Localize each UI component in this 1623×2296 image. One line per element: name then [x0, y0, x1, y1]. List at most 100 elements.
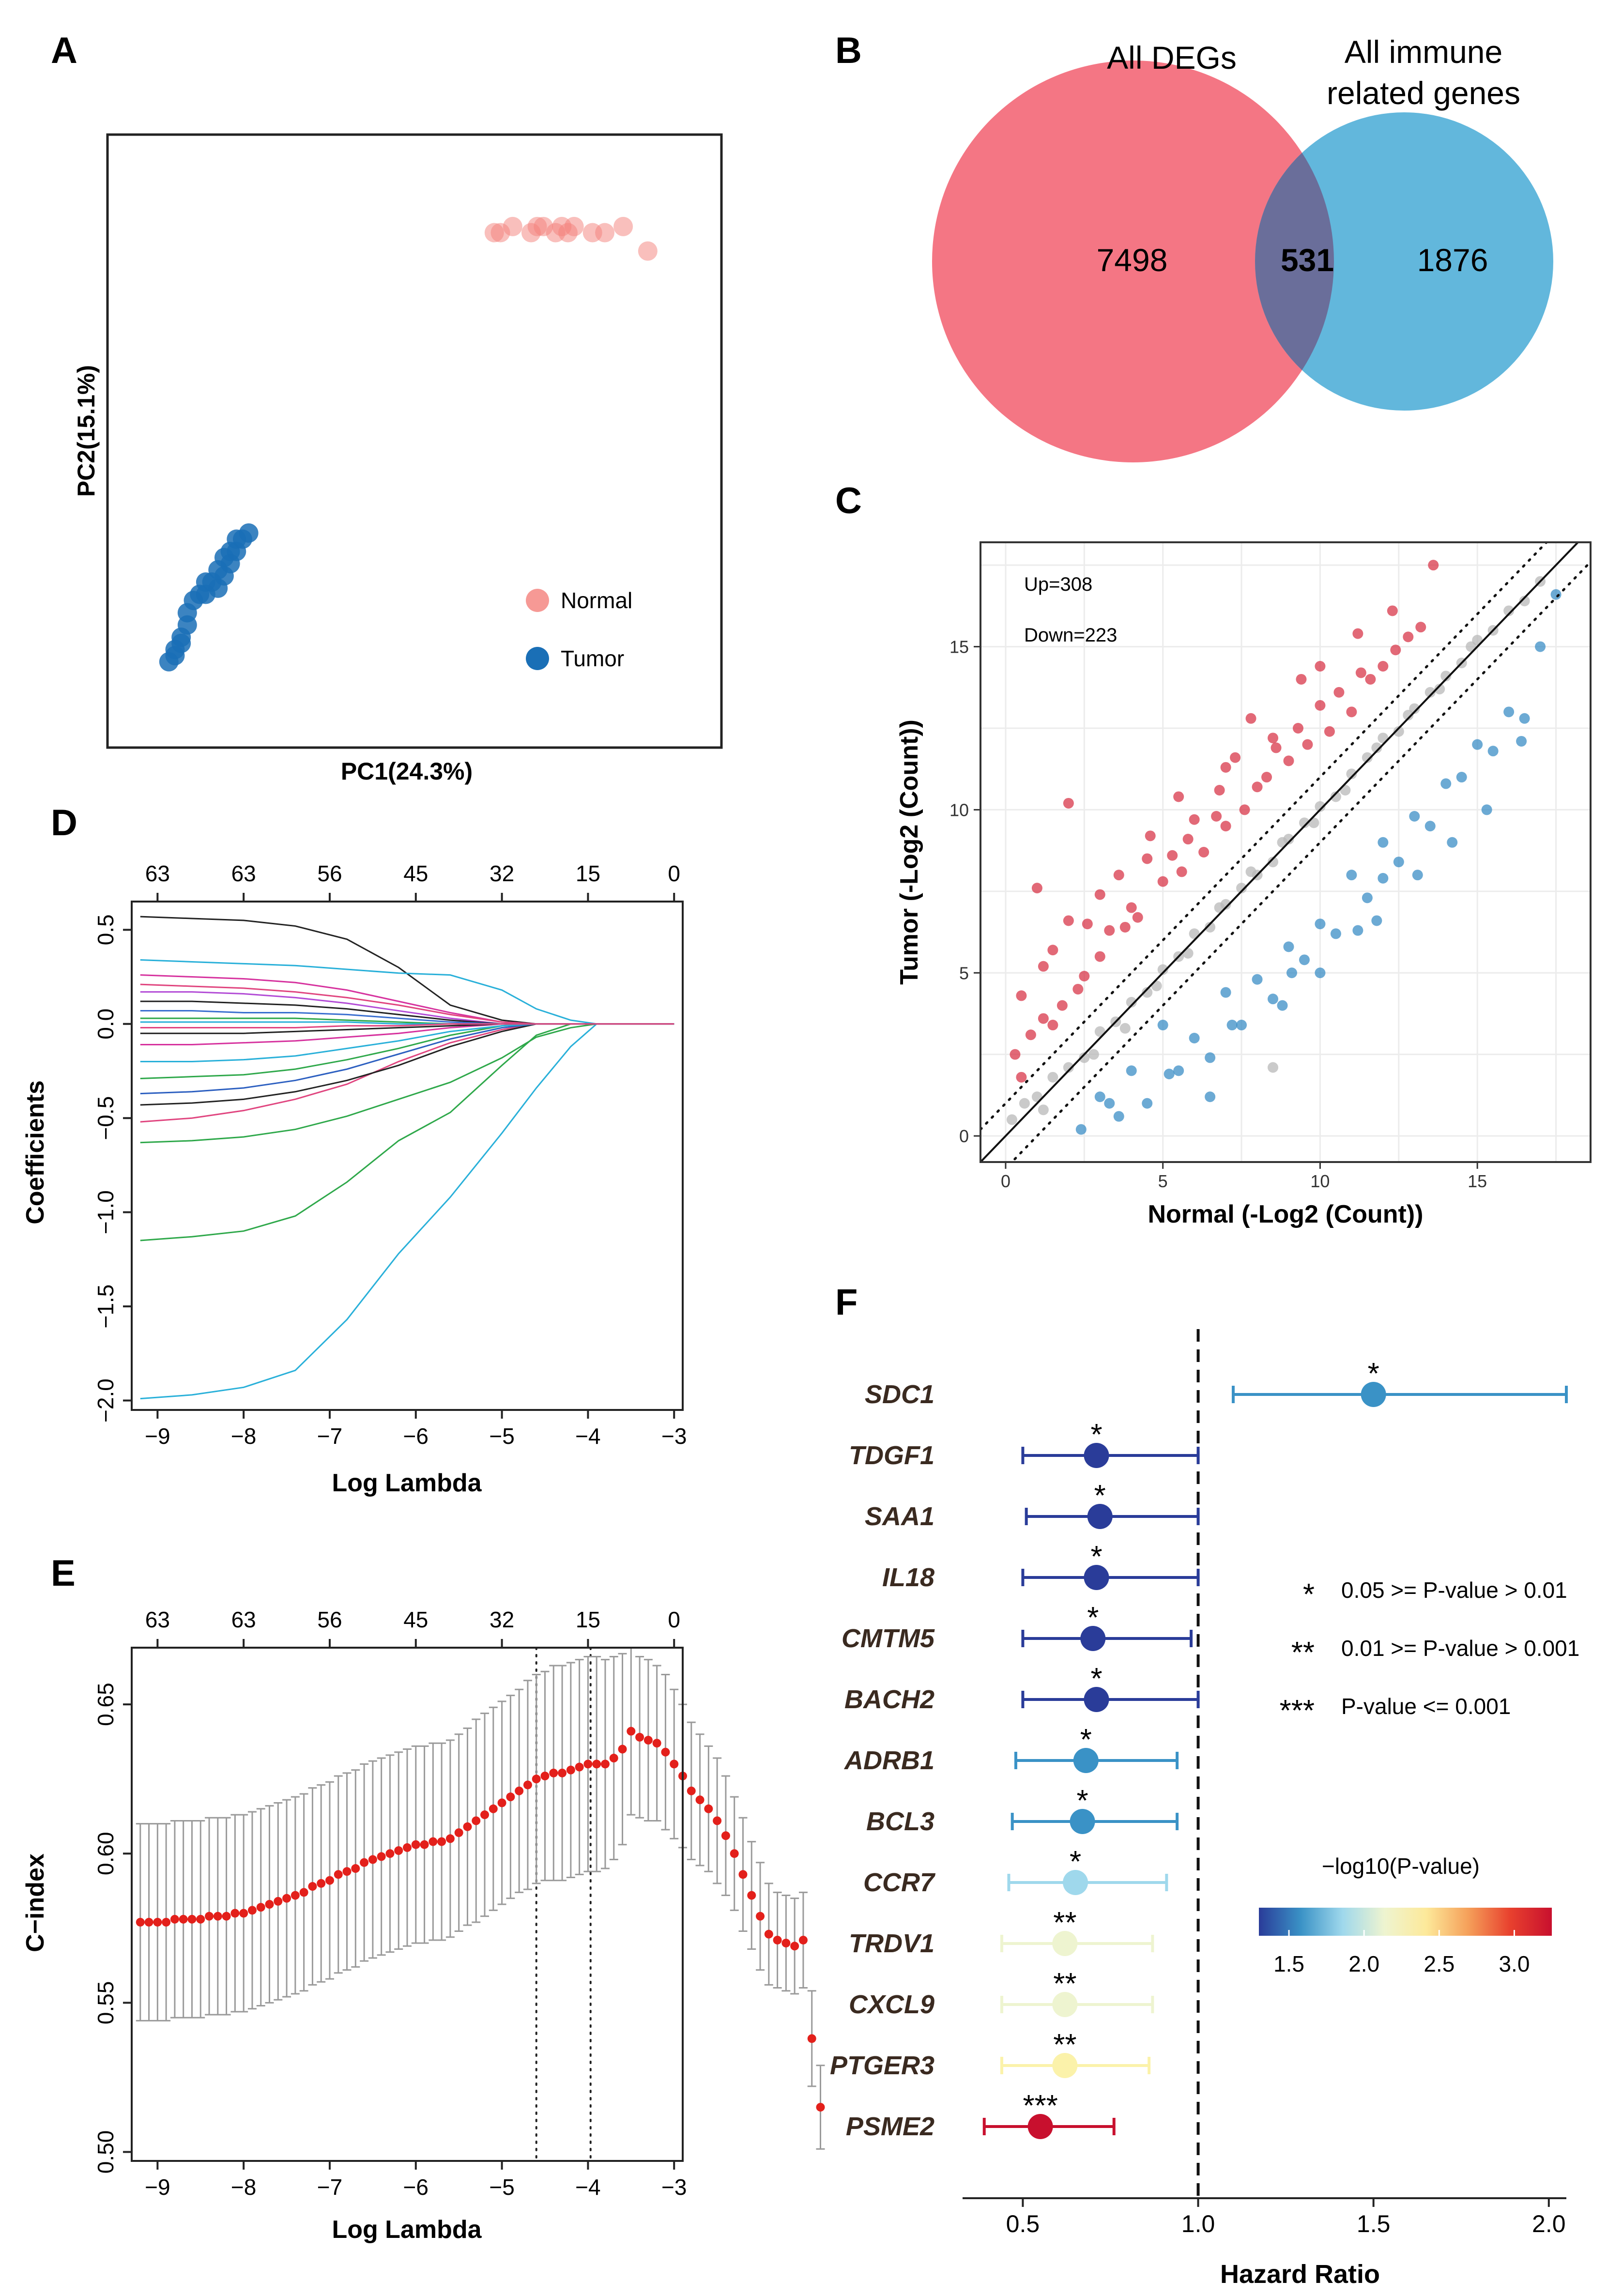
- top-tick-label: 15: [576, 1607, 600, 1632]
- legend-stars: ***: [1280, 1694, 1315, 1728]
- x-tick-label: −3: [661, 1424, 687, 1449]
- down-gene-point: [1440, 778, 1452, 789]
- lasso-ticks: −9 −8 −7 −6 −5 −4 −3 63 63 56 45 32 15 0 −2.0 −1.5 −1.0 −…: [93, 861, 687, 1449]
- up-gene-point: [1324, 726, 1335, 737]
- cindex-point: [515, 1786, 524, 1795]
- legend-normal-label: Normal: [561, 588, 632, 613]
- up-gene-point: [1261, 772, 1272, 783]
- venn-intersection: [1255, 153, 1334, 370]
- ns-gene-point: [1403, 710, 1414, 721]
- cindex-point: [205, 1912, 214, 1921]
- y-tick-label: 0.50: [93, 2130, 118, 2174]
- significance-stars: *: [1368, 1357, 1379, 1391]
- cindex-points: [136, 1727, 825, 2112]
- up-gene-point: [1016, 990, 1027, 1001]
- ns-gene-point: [1503, 605, 1515, 616]
- pca-y-label: PC2(15.1%): [73, 365, 100, 497]
- up-gene-point: [1333, 687, 1345, 698]
- ns-gene-point: [1299, 817, 1310, 828]
- x-tick-label: 10: [1310, 1171, 1330, 1191]
- up-gene-point: [1252, 781, 1263, 793]
- down-gene-point: [1378, 837, 1389, 848]
- significance-stars: **: [1053, 2028, 1076, 2062]
- up-gene-point: [1296, 673, 1307, 685]
- cindex-point: [230, 1909, 240, 1918]
- cindex-point: [747, 1891, 756, 1900]
- cindex-point: [445, 1834, 455, 1843]
- venn-circle-all-degs: [932, 61, 1334, 462]
- ns-gene-point: [1119, 1023, 1131, 1034]
- x-tick-label: −5: [489, 2174, 514, 2200]
- up-gene-point: [1214, 785, 1225, 796]
- up-gene-point: [1126, 902, 1137, 913]
- cindex-point: [506, 1792, 515, 1802]
- up-gene-point: [1047, 1020, 1058, 1031]
- coefficient-path: [140, 974, 674, 1025]
- down-gene-point: [1268, 994, 1279, 1005]
- up-gene-point: [1220, 762, 1231, 773]
- cindex-point: [222, 1912, 231, 1921]
- cindex-point: [153, 1917, 162, 1927]
- cindex-point: [385, 1849, 395, 1858]
- down-gene-point: [1226, 1020, 1238, 1031]
- normal-sample-point: [503, 216, 522, 236]
- significance-stars: *: [1090, 1540, 1102, 1574]
- top-tick-label: 32: [490, 861, 514, 886]
- cindex-x-label: Log Lambda: [332, 2216, 482, 2244]
- top-tick-label: 56: [317, 1607, 342, 1632]
- cindex-point: [583, 1760, 593, 1769]
- ns-gene-point: [1440, 671, 1452, 682]
- cindex-point: [480, 1810, 490, 1820]
- colorbar-title: −log10(P-value): [1322, 1853, 1480, 1879]
- gene-label: SAA1: [865, 1502, 934, 1531]
- up-gene-point: [1403, 631, 1414, 643]
- top-tick-label: 0: [668, 1607, 680, 1632]
- x-tick-label: −4: [575, 2174, 600, 2200]
- ns-gene-point: [1088, 1049, 1099, 1060]
- cindex-point: [695, 1795, 704, 1805]
- cindex-point: [627, 1727, 636, 1736]
- up-gene-point: [1038, 1013, 1049, 1024]
- down-gene-point: [1371, 915, 1382, 926]
- down-gene-point: [1113, 1111, 1124, 1122]
- up-gene-point: [1220, 821, 1231, 832]
- x-tick-label: 0.5: [1006, 2210, 1040, 2237]
- down-gene-point: [1352, 925, 1363, 936]
- ns-gene-point: [1362, 752, 1373, 763]
- up-gene-point: [1283, 755, 1294, 766]
- panel-f: SDC1 * TDGF1 * SAA1 * IL18 * CMTM5 * BACH2 * ADRB1 * B…: [830, 1329, 1579, 2289]
- hazard-ratio-point: [1073, 1748, 1099, 1773]
- down-gene-point: [1362, 892, 1373, 903]
- cindex-point: [523, 1780, 532, 1790]
- x-tick-label: 0: [1001, 1171, 1011, 1191]
- forest-rows: SDC1 * TDGF1 * SAA1 * IL18 * CMTM5 * BACH2 * ADRB1 * B…: [830, 1357, 1568, 2141]
- legend-threshold-text: P-value <= 0.001: [1341, 1694, 1511, 1719]
- cindex-point: [144, 1917, 153, 1927]
- gene-label: CXCL9: [849, 1990, 934, 2019]
- colorbar-tick-label: 3.0: [1499, 1951, 1530, 1976]
- cindex-point: [308, 1882, 317, 1891]
- x-tick-label: 1.5: [1357, 2210, 1391, 2237]
- panel-e: −9 −8 −7 −6 −5 −4 −3 63 63 56 45 32 15 0 0.50 0.55 0.60 0…: [21, 1607, 825, 2244]
- cindex-point: [618, 1745, 627, 1754]
- up-gene-point: [1176, 866, 1187, 877]
- lasso-plot-frame: [131, 901, 684, 1411]
- cindex-point: [325, 1876, 334, 1885]
- venn-label-all-degs: All DEGs: [1107, 40, 1237, 76]
- coefficient-path: [140, 1023, 674, 1144]
- panel-c: 0 5 10 15 0 5 10 15 Up=308 Down=223 Normal (-Lo…: [895, 541, 1592, 1228]
- top-tick-label: 56: [317, 861, 342, 886]
- up-gene-point: [1378, 661, 1389, 672]
- y-tick-label: 0.55: [93, 1981, 118, 2025]
- gene-label: SDC1: [865, 1380, 934, 1409]
- cindex-point: [472, 1816, 481, 1825]
- cindex-point: [170, 1914, 179, 1924]
- down-gene-point: [1299, 954, 1310, 965]
- lower-fold-line: [1010, 560, 1591, 1162]
- ns-gene-point: [1346, 768, 1357, 780]
- cindex-point: [738, 1870, 748, 1879]
- colorbar-tick-label: 2.0: [1348, 1951, 1379, 1976]
- hazard-ratio-point: [1063, 1870, 1088, 1895]
- cindex-point: [179, 1914, 188, 1924]
- cindex-point: [643, 1736, 653, 1745]
